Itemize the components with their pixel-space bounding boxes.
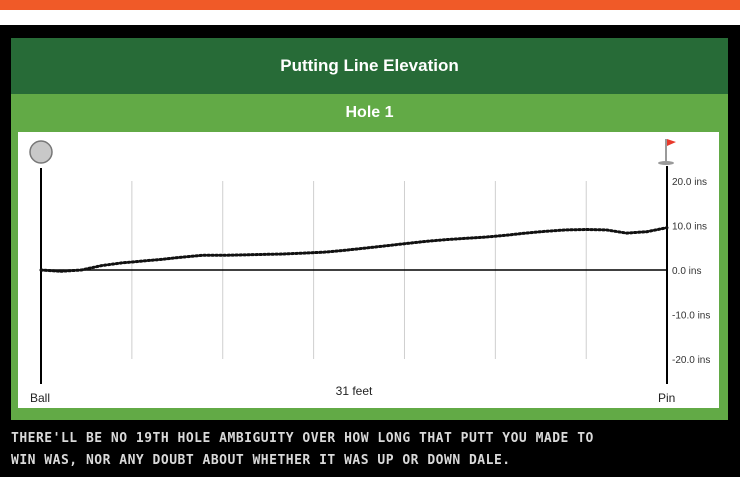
ball-icon xyxy=(29,140,53,164)
hole-panel: Hole 1 20.0 ins 10.0 ins 0.0 ins -10.0 ins -… xyxy=(11,94,728,420)
ball-label: Ball xyxy=(30,391,50,405)
chart-title-bar: Putting Line Elevation xyxy=(11,38,728,94)
y-tick-label: 10.0 ins xyxy=(672,222,707,233)
flag-base xyxy=(658,161,674,165)
caption: There'll be no 19th hole ambiguity over … xyxy=(11,428,731,472)
elevation-chart: 20.0 ins 10.0 ins 0.0 ins -10.0 ins -20.0 in… xyxy=(29,139,710,405)
y-tick-label: 20.0 ins xyxy=(672,177,707,188)
caption-line-1: There'll be no 19th hole ambiguity over … xyxy=(11,431,594,446)
y-tick-label: -10.0 ins xyxy=(672,311,710,322)
accent-stripe xyxy=(0,0,740,10)
hole-label: Hole 1 xyxy=(345,104,394,121)
x-axis-label: 31 feet xyxy=(336,384,373,398)
elevation-line xyxy=(39,226,669,273)
y-tick-label: -20.0 ins xyxy=(672,355,710,366)
page-title: Putting Line Elevation xyxy=(280,56,459,75)
plot-area: 20.0 ins 10.0 ins 0.0 ins -10.0 ins -20.0 in… xyxy=(18,132,719,408)
caption-line-2: win was, nor any doubt about whether it … xyxy=(11,453,511,468)
y-tick-label: 0.0 ins xyxy=(672,266,701,277)
pin-label: Pin xyxy=(658,391,675,405)
flag-icon xyxy=(667,139,676,146)
